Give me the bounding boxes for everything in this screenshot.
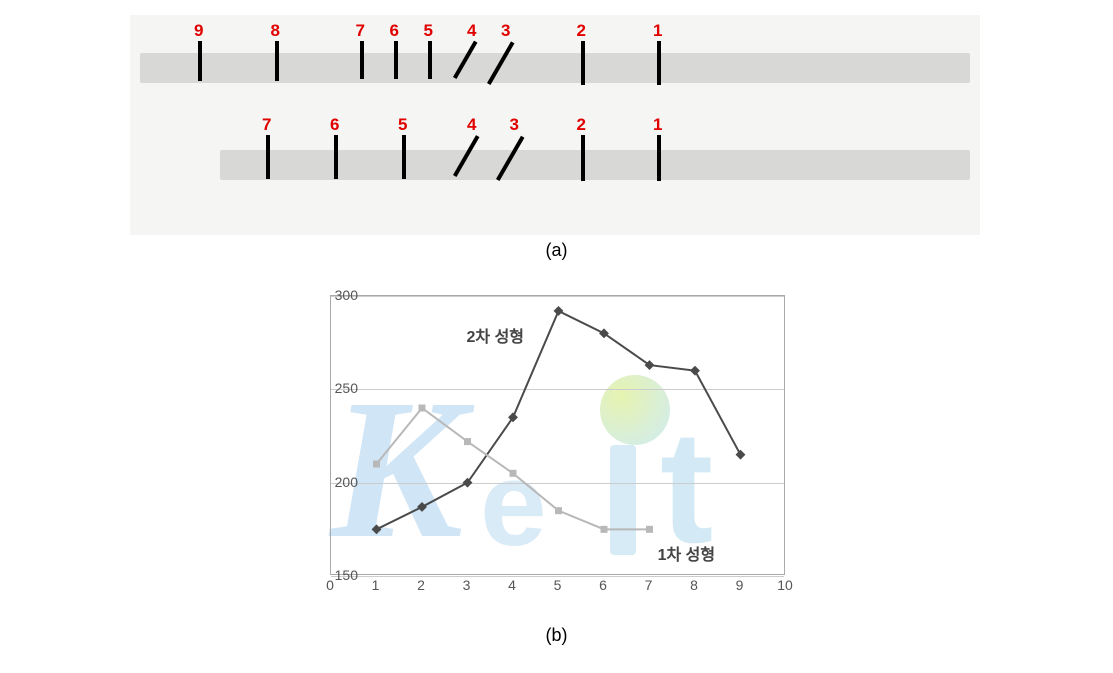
x-tick-label: 3: [457, 577, 477, 593]
series-label: 1차 성형: [658, 541, 716, 565]
series-marker: [419, 405, 426, 412]
series-line: [377, 408, 650, 529]
measurement-tick-label: 9: [194, 21, 203, 41]
series-marker: [736, 450, 746, 460]
measurement-tick-label: 3: [501, 21, 510, 41]
measurement-tick: [360, 41, 364, 79]
x-tick-label: 8: [684, 577, 704, 593]
y-tick-label: 200: [328, 474, 358, 490]
measurement-tick: [428, 41, 432, 79]
measurement-tick-label: 3: [510, 115, 519, 135]
y-tick-label: 300: [328, 287, 358, 303]
figure-b-caption: (b): [0, 625, 1113, 646]
series-marker: [417, 502, 427, 512]
figure-a-photo: 9 8 7 6 5 4 3 2 1 7 6 5 4 3 2 1: [130, 15, 980, 235]
x-tick-label: 2: [411, 577, 431, 593]
series-label: 2차 성형: [467, 323, 525, 347]
measurement-tick: [402, 135, 406, 179]
measurement-tick-label: 6: [330, 115, 339, 135]
figure-b-chart: K e t 150200250300 012345678910 2차 성형1차 …: [290, 285, 820, 615]
series-marker: [646, 526, 653, 533]
measurement-tick: [657, 135, 661, 181]
series-marker: [690, 366, 700, 376]
measurement-tick: [394, 41, 398, 79]
measurement-tick-label: 6: [390, 21, 399, 41]
measurement-tick-label: 7: [262, 115, 271, 135]
measurement-tick-label: 4: [467, 21, 476, 41]
plot-area: [330, 295, 785, 575]
series-marker: [601, 526, 608, 533]
series-marker: [555, 507, 562, 514]
measurement-tick-label: 2: [577, 21, 586, 41]
measurement-tick: [334, 135, 338, 179]
measurement-tick-label: 5: [424, 21, 433, 41]
measurement-tick: [198, 41, 202, 81]
x-tick-label: 0: [320, 577, 340, 593]
x-tick-label: 6: [593, 577, 613, 593]
measurement-tick-label: 1: [653, 21, 662, 41]
measurement-tick: [266, 135, 270, 179]
specimen-bottom: [220, 150, 970, 180]
y-tick-label: 250: [328, 380, 358, 396]
measurement-tick: [581, 135, 585, 181]
measurement-tick: [657, 41, 661, 85]
specimen-top: [140, 53, 970, 83]
series-marker: [510, 470, 517, 477]
measurement-tick: [581, 41, 585, 85]
series-marker: [554, 306, 564, 316]
x-tick-label: 1: [366, 577, 386, 593]
measurement-tick-label: 5: [398, 115, 407, 135]
x-tick-label: 7: [639, 577, 659, 593]
chart-lines: [331, 296, 786, 576]
series-line: [377, 311, 741, 529]
figure-a-caption: (a): [0, 240, 1113, 261]
series-marker: [373, 461, 380, 468]
x-tick-label: 4: [502, 577, 522, 593]
measurement-tick: [275, 41, 279, 81]
measurement-tick-label: 2: [577, 115, 586, 135]
measurement-tick-label: 4: [467, 115, 476, 135]
measurement-tick-label: 1: [653, 115, 662, 135]
x-tick-label: 10: [775, 577, 795, 593]
series-marker: [372, 524, 382, 534]
series-marker: [464, 438, 471, 445]
x-tick-label: 9: [730, 577, 750, 593]
measurement-tick-label: 7: [356, 21, 365, 41]
measurement-tick-label: 8: [271, 21, 280, 41]
x-tick-label: 5: [548, 577, 568, 593]
